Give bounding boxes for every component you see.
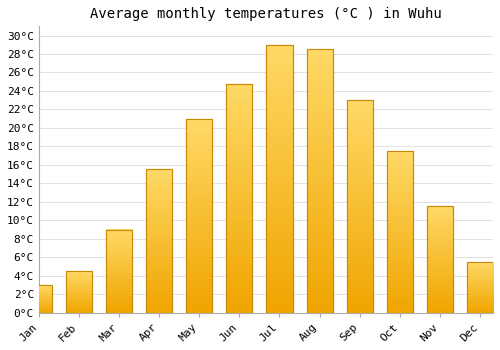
Bar <box>467 262 493 313</box>
Bar <box>26 285 52 313</box>
Bar <box>346 100 372 313</box>
Bar <box>266 45 292 313</box>
Bar <box>186 119 212 313</box>
Bar <box>226 84 252 313</box>
Bar <box>146 169 172 313</box>
Bar <box>387 151 413 313</box>
Bar <box>106 230 132 313</box>
Bar <box>306 49 332 313</box>
Title: Average monthly temperatures (°C ) in Wuhu: Average monthly temperatures (°C ) in Wu… <box>90 7 442 21</box>
Bar <box>427 206 453 313</box>
Bar <box>66 271 92 313</box>
